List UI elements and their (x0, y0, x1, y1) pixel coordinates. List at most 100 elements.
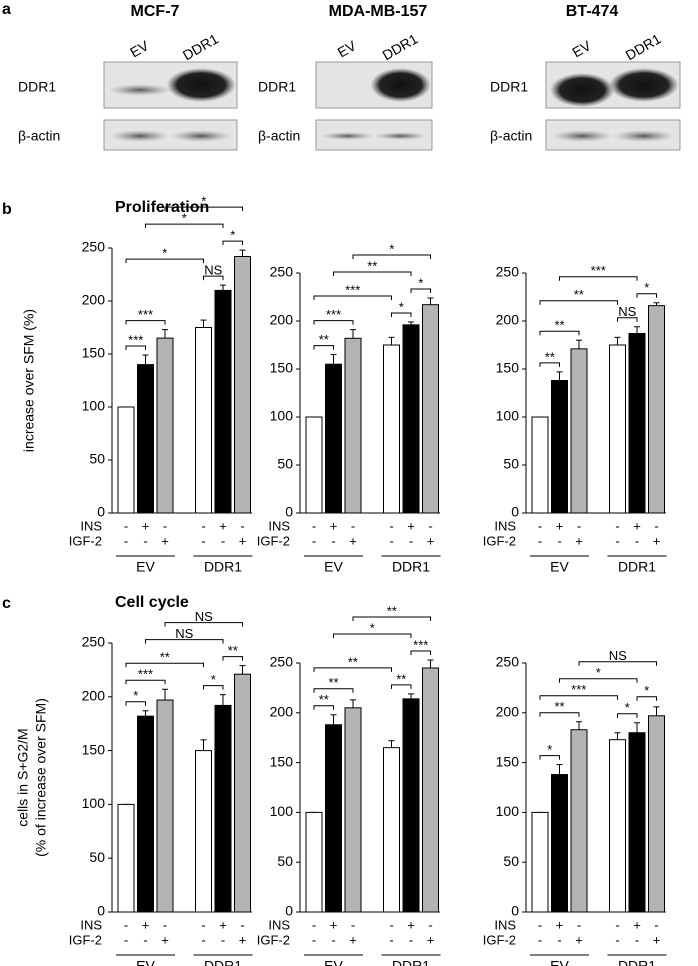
y-tick-label: 50 (89, 849, 105, 865)
bar (609, 344, 626, 514)
significance-bracket (222, 240, 243, 246)
y-tick-label: 0 (285, 903, 293, 919)
significance-label: *** (138, 667, 153, 682)
condition-sign: + (653, 932, 661, 947)
condition-sign: + (427, 932, 435, 947)
significance-bracket (333, 633, 412, 639)
condition-label: IGF-2 (69, 932, 102, 947)
significance-label: NS (609, 648, 627, 663)
significance-bracket (410, 288, 431, 293)
significance-label: *** (413, 637, 428, 652)
condition-sign: + (239, 533, 247, 548)
significance-label: NS (195, 609, 213, 624)
significance-bracket (539, 755, 560, 760)
significance-bracket (145, 223, 224, 229)
condition-sign: - (124, 932, 128, 947)
significance-bracket (222, 656, 243, 661)
significance-bracket (125, 662, 204, 668)
significance-bracket (578, 661, 657, 666)
significance-label: * (399, 299, 404, 314)
bar (383, 344, 400, 514)
condition-label: IGF-2 (483, 533, 516, 548)
y-tick-label: 100 (270, 408, 294, 424)
cell-line-title: MDA-MB-157 (329, 3, 428, 20)
bar (137, 364, 154, 514)
significance-bracket (539, 300, 618, 305)
y-tick-label: 0 (285, 504, 293, 520)
significance-bracket (539, 362, 560, 367)
significance-bracket (539, 695, 618, 700)
condition-label: INS (494, 917, 516, 932)
lane-label: EV (335, 37, 360, 61)
significance-bracket (333, 271, 412, 276)
significance-label: NS (175, 626, 193, 641)
bar (156, 699, 174, 913)
condition-sign: + (330, 518, 338, 533)
bar (628, 332, 646, 514)
significance-bracket (391, 684, 412, 689)
y-tick-label: 100 (270, 803, 294, 819)
y-tick-label: 0 (511, 504, 519, 520)
significance-bracket (352, 254, 431, 259)
condition-sign: - (201, 518, 205, 533)
significance-label: *** (591, 263, 606, 278)
condition-label: IGF-2 (483, 932, 516, 947)
condition-sign: - (201, 917, 205, 932)
bar (422, 304, 439, 514)
condition-sign: + (575, 533, 583, 548)
y-tick-label: 250 (82, 239, 106, 255)
significance-bracket (313, 345, 334, 350)
condition-sign: + (161, 932, 169, 947)
significance-label: *** (138, 307, 153, 322)
condition-sign: - (615, 533, 619, 548)
condition-sign: - (635, 533, 639, 548)
condition-sign: - (389, 518, 393, 533)
significance-label: * (162, 246, 167, 261)
row-label: DDR1 (18, 79, 56, 95)
significance-bracket (125, 345, 146, 351)
significance-bracket (125, 679, 166, 685)
bar (402, 698, 420, 913)
row-label: β-actin (18, 128, 60, 144)
significance-bracket (313, 320, 354, 325)
bar (570, 729, 588, 913)
blot-band (374, 132, 428, 140)
group-label: EV (550, 559, 569, 575)
bar (570, 348, 588, 514)
condition-sign: - (143, 932, 147, 947)
blot-band (550, 73, 615, 107)
y-tick-label: 200 (82, 292, 106, 308)
bar (325, 724, 342, 913)
condition-sign: - (615, 932, 619, 947)
significance-label: ** (160, 650, 170, 665)
condition-sign: - (577, 917, 581, 932)
significance-label: ** (328, 675, 338, 690)
condition-sign: - (312, 917, 316, 932)
condition-sign: - (351, 518, 355, 533)
condition-sign: + (349, 932, 357, 947)
condition-sign: - (389, 533, 393, 548)
blot-band (166, 68, 236, 102)
condition-sign: - (351, 917, 355, 932)
condition-sign: - (389, 932, 393, 947)
significance-label: * (547, 742, 552, 757)
significance-bracket (559, 678, 638, 683)
y-tick-label: 150 (496, 753, 520, 769)
blot-band (613, 130, 675, 142)
condition-sign: - (221, 533, 225, 548)
bar (648, 305, 665, 514)
significance-label: * (133, 688, 138, 703)
condition-sign: - (331, 932, 335, 947)
blot-band (109, 130, 171, 142)
significance-bracket (313, 295, 392, 300)
y-tick-label: 50 (503, 853, 519, 869)
condition-label: IGF-2 (69, 533, 102, 548)
condition-sign: + (349, 533, 357, 548)
condition-sign: - (409, 932, 413, 947)
significance-bracket (313, 705, 334, 710)
significance-bracket (559, 276, 638, 281)
y-tick-label: 50 (277, 456, 293, 472)
y-axis-label: cells in S+G2/M (15, 728, 31, 826)
group-label: EV (550, 958, 569, 966)
